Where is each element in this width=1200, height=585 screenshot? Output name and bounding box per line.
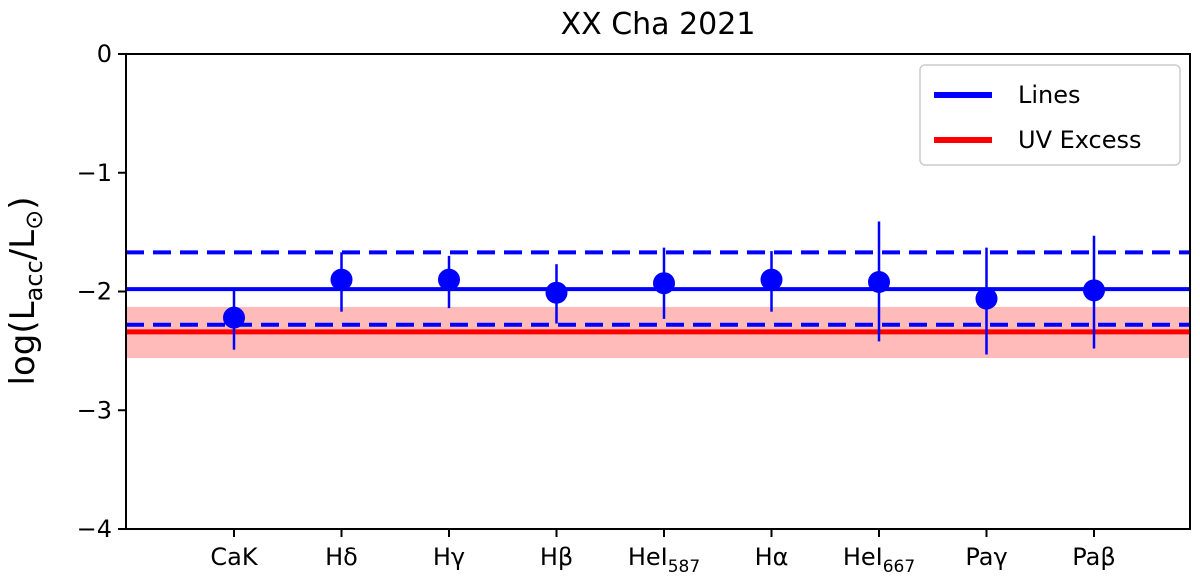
data-point xyxy=(975,287,998,310)
data-point xyxy=(330,268,353,291)
y-tick-label: −1 xyxy=(77,159,112,187)
data-point xyxy=(760,268,783,291)
data-point xyxy=(223,306,245,329)
x-tick-label: HeI587 xyxy=(628,543,700,577)
y-axis-label-prefix: log( xyxy=(3,320,43,385)
data-point xyxy=(545,281,568,304)
data-point xyxy=(653,272,675,295)
y-axis-label-slash: /L xyxy=(3,230,43,260)
x-tick-label-base: Hδ xyxy=(325,543,358,571)
x-tick-label-base: HeI xyxy=(628,543,668,571)
y-axis-label-suffix: ) xyxy=(3,197,43,210)
x-tick-label-base: Hα xyxy=(755,543,789,571)
y-tick-label: 0 xyxy=(97,40,112,68)
x-tick-label-base: HeI xyxy=(843,543,883,571)
data-point xyxy=(438,268,460,291)
y-axis-label-sun-sub: ⊙ xyxy=(20,210,48,230)
x-tick-label: Hδ xyxy=(325,543,358,571)
x-tick-label-base: Hγ xyxy=(433,543,465,571)
legend: Lines UV Excess xyxy=(919,64,1181,166)
data-point xyxy=(1083,279,1105,302)
y-axis-label: log(Lacc/L⊙) xyxy=(3,197,48,386)
x-tick-label: Paβ xyxy=(1072,543,1115,571)
legend-uv-label: UV Excess xyxy=(1018,126,1142,154)
y-axis-label-L: L xyxy=(3,301,43,320)
x-tick-label-base: Paβ xyxy=(1072,543,1115,571)
x-tick-label-sub: 587 xyxy=(668,557,700,577)
x-tick-label: Paγ xyxy=(965,543,1007,571)
x-tick-label-base: Hβ xyxy=(540,543,573,571)
x-tick-label: CaK xyxy=(210,543,258,571)
x-tick-label: Hβ xyxy=(540,543,573,571)
data-point xyxy=(868,271,890,293)
y-tick-label: −4 xyxy=(77,515,112,543)
y-tick-label: −2 xyxy=(77,278,112,306)
x-tick-label: HeI667 xyxy=(843,543,915,577)
x-tick-label: Hγ xyxy=(433,543,465,571)
y-axis-label-acc-sub: acc xyxy=(20,260,48,301)
data-points-layer xyxy=(223,221,1105,355)
legend-lines-label: Lines xyxy=(1018,81,1081,109)
x-tick-label-base: Paγ xyxy=(965,543,1007,571)
x-tick-label-sub: 667 xyxy=(883,557,915,577)
x-tick-label-base: CaK xyxy=(210,543,258,571)
x-tick-label: Hα xyxy=(755,543,789,571)
chart-title: XX Cha 2021 xyxy=(561,7,756,42)
y-tick-label: −3 xyxy=(77,396,112,424)
